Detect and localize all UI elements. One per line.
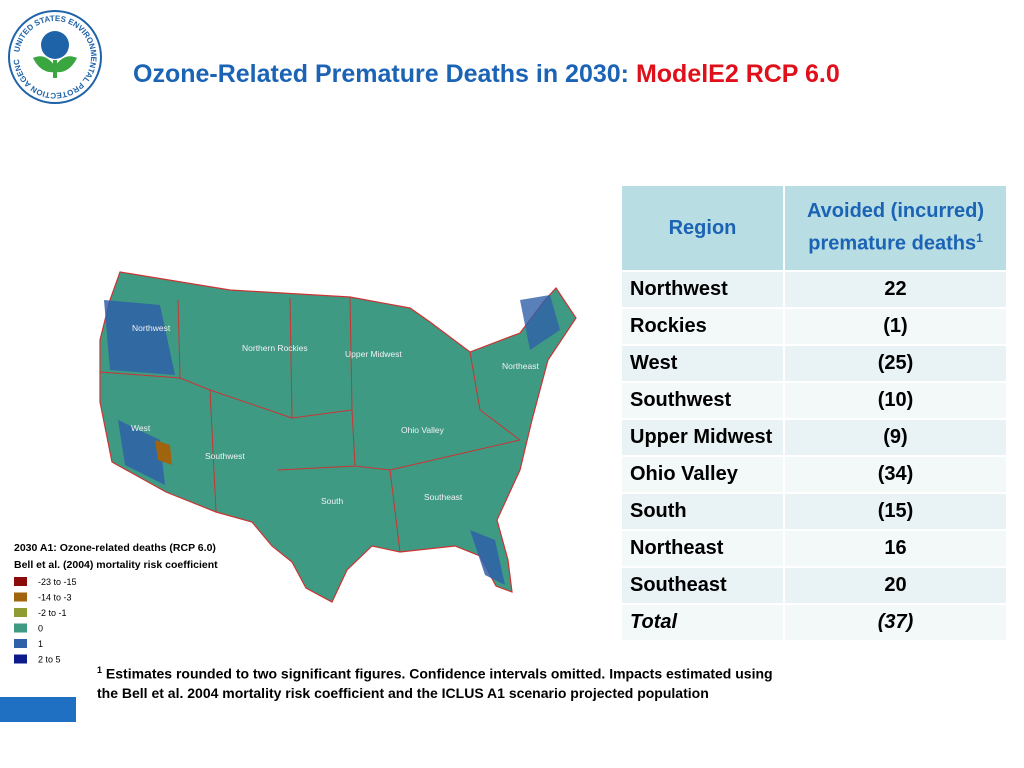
map-region-label: Northern Rockies: [242, 343, 308, 353]
region-cell: South: [620, 492, 785, 531]
header-cell: Avoided (incurred) premature deaths1: [783, 184, 1008, 272]
map-region-label: Northeast: [502, 361, 539, 371]
legend-swatch: [14, 654, 27, 664]
table-row: South (15): [620, 492, 1008, 531]
map-graphic: UNITED STATES ENVIRONMENTAL PROTECTION A…: [0, 0, 577, 665]
legend-subtitle: Bell et al. (2004) mortality risk coeffi…: [14, 559, 218, 571]
value-cell: (1): [783, 307, 1008, 346]
region-cell: Northeast: [620, 529, 785, 568]
value-cell: (25): [783, 344, 1008, 383]
map-region-label: Upper Midwest: [345, 349, 402, 359]
table-row: West (25): [620, 344, 1008, 383]
value-cell: (34): [783, 455, 1008, 494]
table-row: Total (37): [620, 603, 1008, 642]
legend-label: -2 to -1: [38, 608, 67, 618]
header-text: Avoided (incurred) premature deaths: [806, 200, 985, 255]
legend-swatch: [14, 639, 27, 648]
value-cell: 22: [783, 270, 1008, 309]
table-row: Upper Midwest (9): [620, 418, 1008, 457]
map-labels: Northwest Northern Rockies Upper Midwest No…: [131, 323, 539, 506]
table-row: Northwest 22: [620, 270, 1008, 309]
map-region-label: Southwest: [205, 451, 245, 461]
title-model: ModelE2 RCP 6.0: [635, 60, 840, 88]
value-cell: 20: [783, 566, 1008, 605]
table-row: Ohio Valley (34): [620, 455, 1008, 494]
slide-title: Ozone-Related Premature Deaths in 2030: …: [133, 60, 840, 89]
legend-swatch: [14, 577, 27, 586]
title-main: Ozone-Related Premature Deaths in 2030:: [133, 60, 629, 88]
footnote-text: Estimates rounded to two significant fig…: [97, 665, 773, 701]
legend: 2030 A1: Ozone-related deaths (RCP 6.0) …: [14, 542, 218, 665]
table-row: Southwest (10): [620, 381, 1008, 420]
us-map: [99, 271, 577, 603]
legend-title: 2030 A1: Ozone-related deaths (RCP 6.0): [14, 542, 216, 554]
table-row: Northeast 16: [620, 529, 1008, 568]
legend-label: -23 to -15: [38, 577, 77, 587]
map-region-label: Southeast: [424, 492, 463, 502]
map-region-label: Ohio Valley: [401, 425, 445, 435]
region-cell: Upper Midwest: [620, 418, 785, 457]
region-cell: Southwest: [620, 381, 785, 420]
legend-swatch: [14, 623, 27, 633]
region-cell: Total: [620, 603, 785, 642]
region-cell: Rockies: [620, 307, 785, 346]
legend-label: 2 to 5: [38, 655, 61, 665]
logo: UNITED STATES ENVIRONMENTAL PROTECTION A…: [0, 0, 102, 104]
value-cell: (15): [783, 492, 1008, 531]
table-row: Southeast 20: [620, 566, 1008, 605]
header-row: Region Avoided (incurred) premature deat…: [620, 184, 1008, 272]
region-cell: West: [620, 344, 785, 383]
value-cell: (10): [783, 381, 1008, 420]
value-cell: (9): [783, 418, 1008, 457]
footnote-marker: 1: [976, 231, 983, 246]
legend-label: 1: [38, 639, 43, 649]
legend-label: 0: [38, 624, 43, 634]
map-region-label: South: [321, 496, 343, 506]
header-cell: Region: [620, 184, 785, 272]
value-cell: 16: [783, 529, 1008, 568]
legend-swatch: [14, 592, 27, 602]
results-table: Region Avoided (incurred) premature deat…: [620, 184, 1008, 642]
region-cell: Northwest: [620, 270, 785, 309]
region-cell: Ohio Valley: [620, 455, 785, 494]
legend-swatch: [14, 608, 27, 617]
legend-label: -14 to -3: [38, 593, 72, 603]
map-region-label: West: [131, 423, 151, 433]
value-cell: (37): [783, 603, 1008, 642]
region-cell: Southeast: [620, 566, 785, 605]
footnote: 1 Estimates rounded to two significant f…: [97, 661, 777, 703]
accent-bar: [0, 697, 76, 722]
table-row: Rockies (1): [620, 307, 1008, 346]
footnote-marker: 1: [97, 665, 103, 675]
map-region-label: Northwest: [132, 323, 171, 333]
